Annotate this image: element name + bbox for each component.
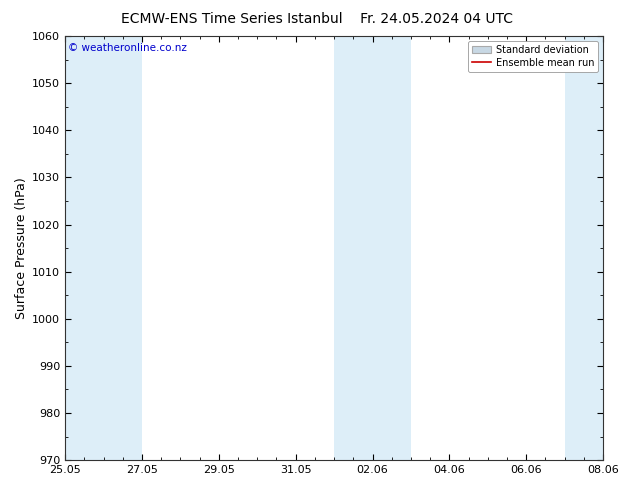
Bar — [334, 36, 411, 460]
Text: © weatheronline.co.nz: © weatheronline.co.nz — [68, 43, 187, 52]
Bar — [103, 36, 142, 460]
Bar — [565, 36, 603, 460]
Text: ECMW-ENS Time Series Istanbul    Fr. 24.05.2024 04 UTC: ECMW-ENS Time Series Istanbul Fr. 24.05.… — [121, 12, 513, 26]
Y-axis label: Surface Pressure (hPa): Surface Pressure (hPa) — [15, 177, 28, 319]
Bar — [65, 36, 103, 460]
Legend: Standard deviation, Ensemble mean run: Standard deviation, Ensemble mean run — [468, 41, 598, 72]
